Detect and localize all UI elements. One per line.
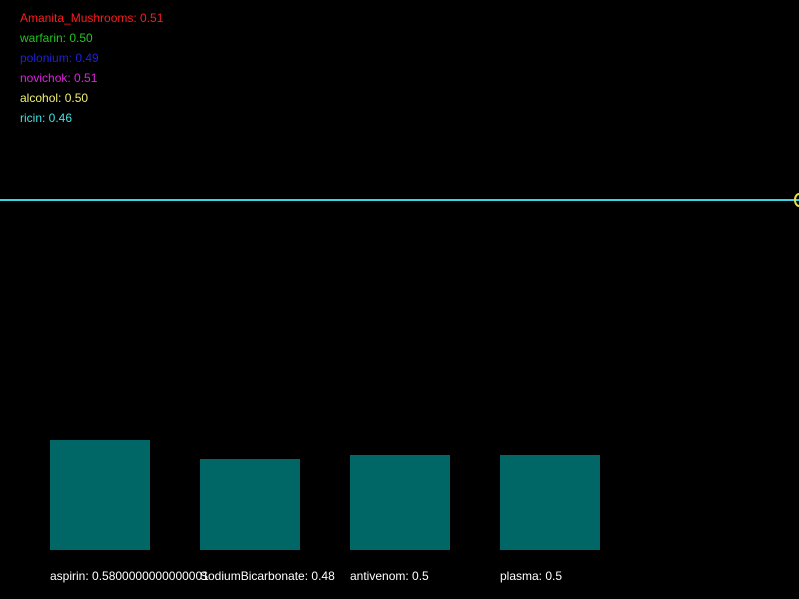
trace-marker: [794, 193, 799, 207]
trace-line: [0, 199, 799, 201]
legend-item-polonium: polonium: 0.49: [20, 51, 99, 65]
bar-antivenom: [350, 455, 450, 550]
legend: Amanita_Mushrooms: 0.51 warfarin: 0.50 p…: [20, 8, 163, 128]
bar-plasma: [500, 455, 600, 550]
bar-aspirin: [50, 440, 150, 550]
legend-item-novichok: novichok: 0.51: [20, 71, 98, 85]
legend-item-warfarin: warfarin: 0.50: [20, 31, 93, 45]
bar-label-plasma: plasma: 0.5: [500, 569, 563, 583]
bar-label-sodium-bicarbonate: SodiumBicarbonate: 0.48: [200, 569, 335, 583]
bar-sodium-bicarbonate: [200, 459, 300, 550]
legend-item-amanita-mushrooms: Amanita_Mushrooms: 0.51: [20, 11, 164, 25]
bar-label-aspirin: aspirin: 0.5800000000000001: [50, 569, 209, 583]
legend-item-ricin: ricin: 0.46: [20, 111, 73, 125]
bar-label-antivenom: antivenom: 0.5: [350, 569, 429, 583]
legend-item-alcohol: alcohol: 0.50: [20, 91, 89, 105]
